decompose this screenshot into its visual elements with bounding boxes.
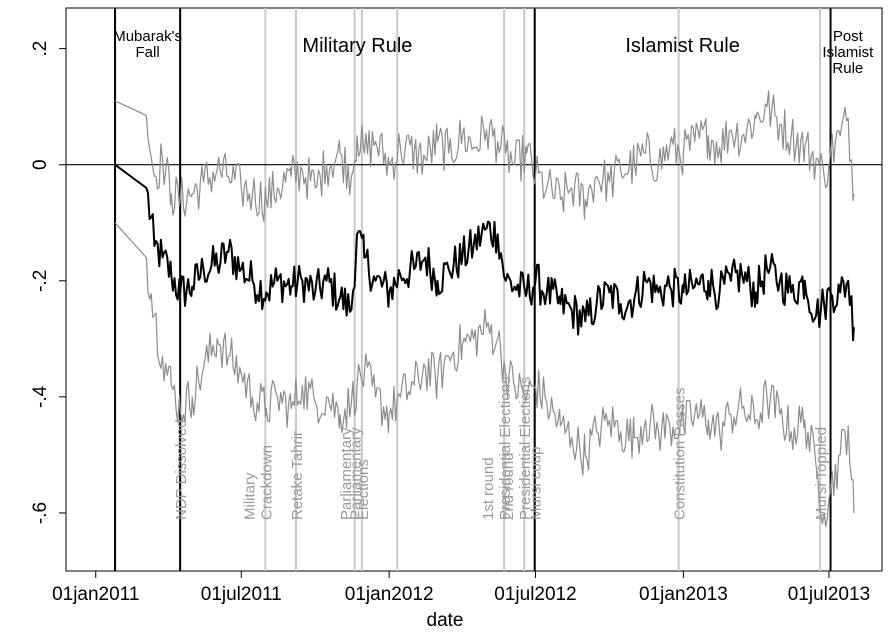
regime-label: Islamist	[822, 44, 874, 61]
regime-label: Post	[833, 28, 864, 45]
y-tick-label: -.6	[30, 502, 51, 524]
upper-bound-line	[114, 90, 855, 222]
event-label: Mursi Toppled	[813, 427, 830, 520]
event-label: Parliamentary	[338, 427, 355, 520]
x-tick-label: 01jul2013	[788, 584, 870, 605]
y-tick-label: -.4	[30, 385, 51, 408]
axes: .2 0 -.2 -.4 -.6 01jan2011 01jul2011 01jan2012 0…	[30, 41, 870, 605]
x-tick-label: 01jan2011	[52, 584, 139, 605]
estimate-series-line	[114, 163, 855, 342]
regime-label: Rule	[832, 60, 863, 77]
event-label: 1st round	[480, 457, 497, 520]
event-label: NDP Dissolved	[173, 419, 190, 520]
x-tick-label: 01jan2012	[345, 584, 434, 605]
x-tick-label: 01jul2011	[201, 584, 282, 605]
x-tick-label: 01jan2013	[639, 584, 728, 605]
x-axis-label: date	[427, 610, 464, 631]
regime-label: Military Rule	[302, 35, 412, 57]
event-label: Crackdown	[258, 445, 275, 520]
event-label: Parliamentary	[348, 427, 365, 520]
event-label: Presidential Elections	[497, 377, 514, 520]
plot-area	[65, 7, 883, 572]
y-tick-label: 0	[30, 159, 51, 170]
event-label: Mursi coup	[528, 447, 545, 520]
event-label: Retake Tahrir	[289, 431, 306, 520]
regime-label: Islamist Rule	[625, 35, 739, 57]
event-label: Elections	[355, 459, 372, 520]
x-tick-label: 01jul2012	[494, 584, 576, 605]
y-tick-label: -.2	[30, 270, 51, 292]
regime-label: Fall	[136, 44, 160, 61]
regime-label: Mubarak's	[113, 28, 182, 45]
lower-bound-line	[114, 222, 855, 528]
event-label: Military	[241, 472, 258, 520]
series-layer	[66, 90, 882, 528]
event-label: Presidential Elections	[517, 377, 534, 520]
y-tick-label: .2	[30, 41, 51, 57]
event-label: 2nd round	[500, 452, 517, 520]
event-label: Constitution Passes	[672, 387, 689, 520]
